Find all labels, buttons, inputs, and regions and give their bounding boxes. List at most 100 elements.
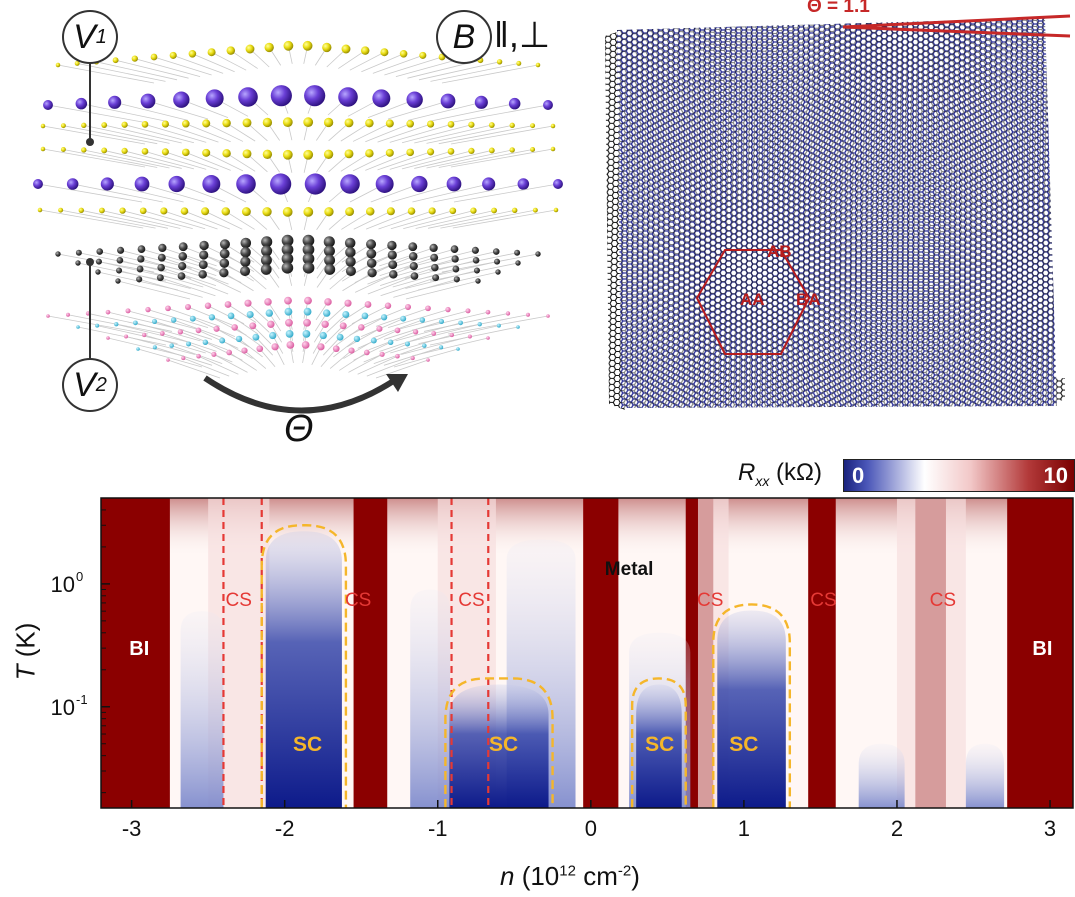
sulfur-atom [386,207,395,216]
sulfur-atom [303,207,314,217]
hbn-layer [46,296,550,379]
carbon-atom [75,249,82,256]
sulfur-atom [139,207,147,215]
hbn-atom [285,318,293,327]
carbon-atom [324,264,336,275]
sulfur-atom [468,121,475,128]
heatmap-low-region [180,611,224,808]
hbn-atom [322,309,331,317]
sulfur-atom [182,119,190,128]
sulfur-atom [121,147,128,155]
v2-label: V [73,365,96,404]
carbon-atom [302,262,315,274]
hbn-atom [303,307,312,316]
metal-atom [100,177,114,191]
hbn-atom [267,320,275,328]
bottom-graphene-sheet [617,18,1057,408]
x-axis-unit-c: ) [631,861,640,891]
carbon-atom [137,255,145,263]
hbn-atom [181,356,186,361]
colorbar: 0 10 [843,459,1075,492]
x-tick-label: -1 [428,816,448,841]
hbn-atom [342,310,350,319]
carbon-atom [136,276,143,283]
hbn-atom [363,349,370,356]
stacking-aa-label: AA [740,290,765,309]
y-tick-label: 10 [51,695,75,720]
hbn-atom [271,343,279,351]
carbon-atom [240,256,251,267]
sulfur-atom [427,148,435,156]
carbon-atom [219,268,229,278]
hbn-atom [477,322,482,327]
hbn-atom [321,320,329,328]
hbn-atom [348,347,355,354]
x-axis-unit-a: (10 [514,861,560,891]
sulfur-atom [60,147,66,152]
carbon-atom [199,250,209,260]
sulfur-atom [81,147,87,153]
sulfur-atom [141,148,149,155]
sc-dome-outline [260,524,348,808]
hbn-atom [458,320,463,326]
x-axis-symbol: n [500,861,515,891]
carbon-atom [452,265,460,273]
hbn-atom [445,306,451,313]
sulfur-atom [509,147,515,153]
rotation-arrow [203,375,397,414]
carbon-atom [240,237,252,249]
carbon-atom [366,258,377,268]
x-tick-label: 1 [738,816,750,841]
carbon-atom [494,258,501,265]
metal-atom [440,93,456,109]
v2-subscript: 2 [95,373,107,396]
sulfur-atom [406,148,414,157]
x-tick-label: 3 [1044,816,1056,841]
carbon-atom [409,262,418,271]
moire-lattice-panel [605,14,1071,410]
heatmap-band-high [101,498,170,808]
hbn-atom [165,305,171,312]
metal-atom [406,91,423,108]
metal-atom [372,89,391,108]
carbon-atom [178,262,187,271]
metal-atom [270,85,292,107]
sulfur-atom [509,122,515,129]
hbn-atom [286,341,295,349]
metal-atom [508,97,521,110]
hbn-atom [449,332,455,338]
sulfur-atom [262,207,272,217]
carbon-atom [323,245,335,257]
hbn-atom [226,349,233,356]
stacking-ab-label: AB [767,242,792,261]
hbn-atom [184,304,192,311]
metal-atom [140,93,156,109]
hbn-atom [485,309,491,315]
sulfur-atom [360,46,370,55]
hbn-atom [252,333,260,341]
sulfur-atom [131,55,138,62]
hbn-atom [412,329,419,335]
carbon-atom [281,243,294,256]
carbon-atom [471,246,479,254]
hbn-atom [419,317,426,323]
carbon-atom [260,264,272,275]
sc-dome-outline [712,603,792,808]
hbn-atom [400,315,407,322]
carbon-atom [281,252,294,265]
heatmap-low-region [410,589,451,808]
sulfur-atom [222,149,231,158]
sulfur-atom [419,51,427,59]
carbon-atom [96,248,104,255]
carbon-atom [432,274,440,282]
carbon-atom [324,254,336,266]
hbn-atom [256,345,264,353]
hbn-atom [422,343,427,348]
metal-atom [553,179,563,189]
cs-boundary-lines [222,498,490,808]
hbn-atom [361,312,369,320]
hbn-atom [410,356,415,361]
carbon-atom [117,246,125,254]
sulfur-atom [449,207,457,215]
